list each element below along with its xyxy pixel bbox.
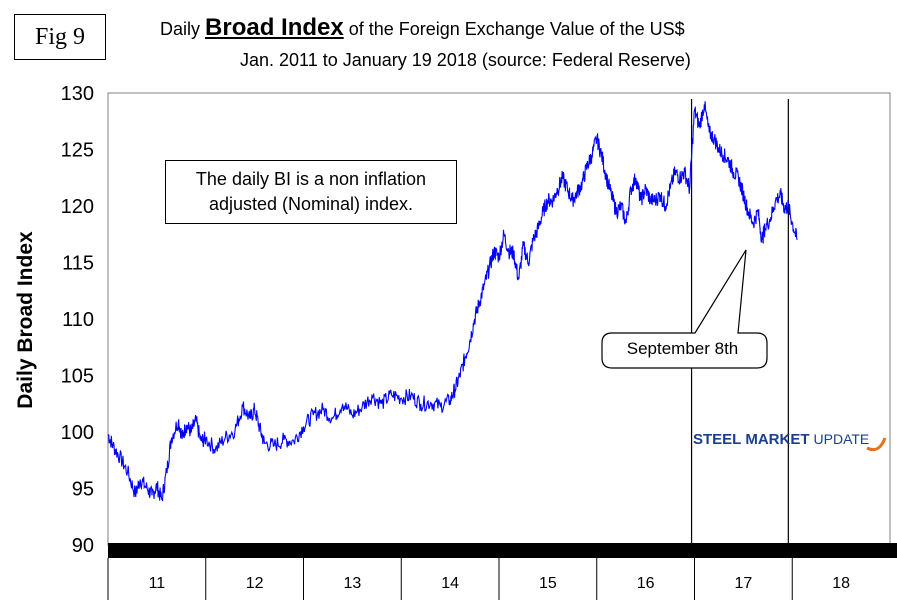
logo-market: MARKET [745, 430, 810, 448]
y-tick-label: 120 [61, 196, 94, 218]
x-tick-label: 15 [539, 575, 557, 592]
note-line-1: The daily BI is a non inflation [195, 169, 427, 189]
logo-swoosh-icon [866, 437, 887, 452]
x-tick-label: 18 [832, 575, 850, 592]
chart-title: Daily Broad Index of the Foreign Exchang… [160, 14, 685, 42]
title-bold: Broad Index [205, 14, 344, 41]
x-tick-label: 11 [149, 575, 166, 592]
x-tick-label: 12 [246, 575, 264, 592]
y-tick-label: 90 [72, 535, 94, 557]
x-tick-label: 16 [637, 575, 655, 592]
logo-steel: STEEL [693, 430, 742, 448]
y-tick-label: 130 [61, 83, 94, 105]
x-axis-band [108, 543, 897, 558]
series-line-broad-index [107, 101, 798, 502]
y-tick-label: 105 [61, 366, 94, 388]
y-tick-label: 95 [72, 479, 94, 501]
y-tick-label: 125 [61, 140, 94, 162]
note-line-2: adjusted (Nominal) index. [208, 194, 414, 214]
logo-update: UPDATE [813, 431, 870, 447]
chart-subtitle: Jan. 2011 to January 19 2018 (source: Fe… [240, 50, 691, 70]
y-axis-label: Daily Broad Index [14, 231, 37, 409]
callout-label: September 8th [626, 339, 739, 358]
title-suffix: of the Foreign Exchange Value of the US$ [343, 19, 685, 39]
title-prefix: Daily [160, 19, 206, 39]
y-tick-label: 110 [62, 309, 94, 331]
y-tick-label: 115 [62, 253, 94, 275]
y-tick-label: 100 [61, 422, 94, 444]
steel-market-update-logo: STEEL MARKET UPDATE [693, 424, 889, 454]
x-tick-label: 17 [734, 575, 752, 592]
callout-bubble [601, 249, 768, 369]
x-tick-label: 13 [343, 575, 361, 592]
x-tick-label: 14 [441, 575, 459, 592]
annotation-box: The daily BI is a non inflation adjusted… [165, 160, 457, 224]
figure-label: Fig 9 [14, 14, 106, 60]
